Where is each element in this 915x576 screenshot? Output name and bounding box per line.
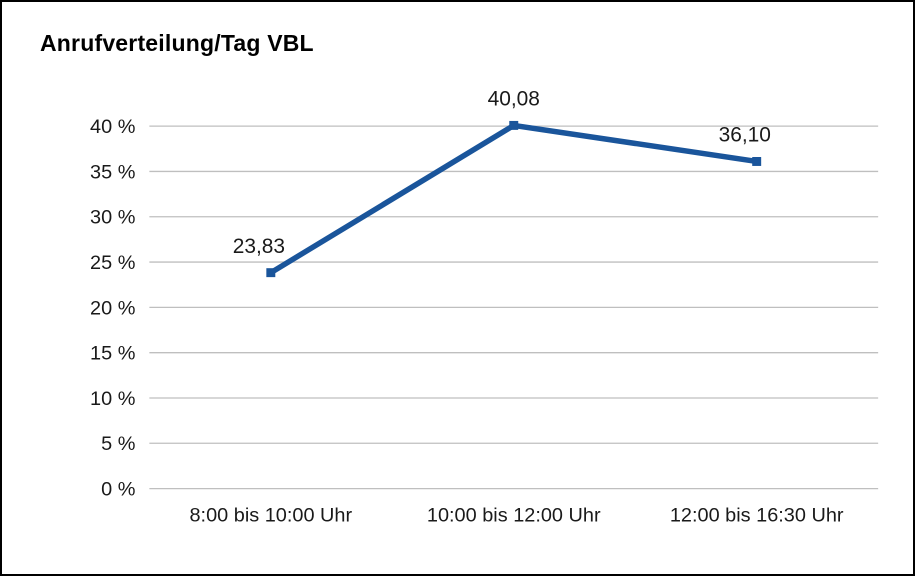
y-axis-tick-label: 10 % [90, 388, 135, 410]
data-point-label: 23,83 [233, 235, 285, 258]
data-point-label: 36,10 [719, 124, 771, 147]
chart-title: Anrufverteilung/Tag VBL [40, 30, 314, 56]
y-axis-tick-label: 30 % [90, 207, 135, 229]
data-point-marker [266, 268, 276, 278]
y-axis-tick-label: 20 % [90, 297, 135, 319]
x-axis-tick-label: 10:00 bis 12:00 Uhr [427, 504, 601, 526]
x-axis-tick-label: 12:00 bis 16:30 Uhr [670, 504, 844, 526]
data-line [268, 122, 760, 276]
data-point-label: 40,08 [488, 88, 540, 111]
y-axis-tick-label: 40 % [90, 116, 135, 138]
y-axis-tick-label: 5 % [101, 433, 135, 455]
y-axis-tick-label: 25 % [90, 252, 135, 274]
x-axis-tick-label: 8:00 bis 10:00 Uhr [190, 504, 353, 526]
y-axis-tick-label: 15 % [90, 343, 135, 365]
data-point-marker [752, 157, 762, 166]
y-axis-tick-label: 35 % [90, 161, 135, 183]
y-axis-tick-label: 0 % [101, 479, 135, 501]
data-point-marker [509, 120, 519, 130]
